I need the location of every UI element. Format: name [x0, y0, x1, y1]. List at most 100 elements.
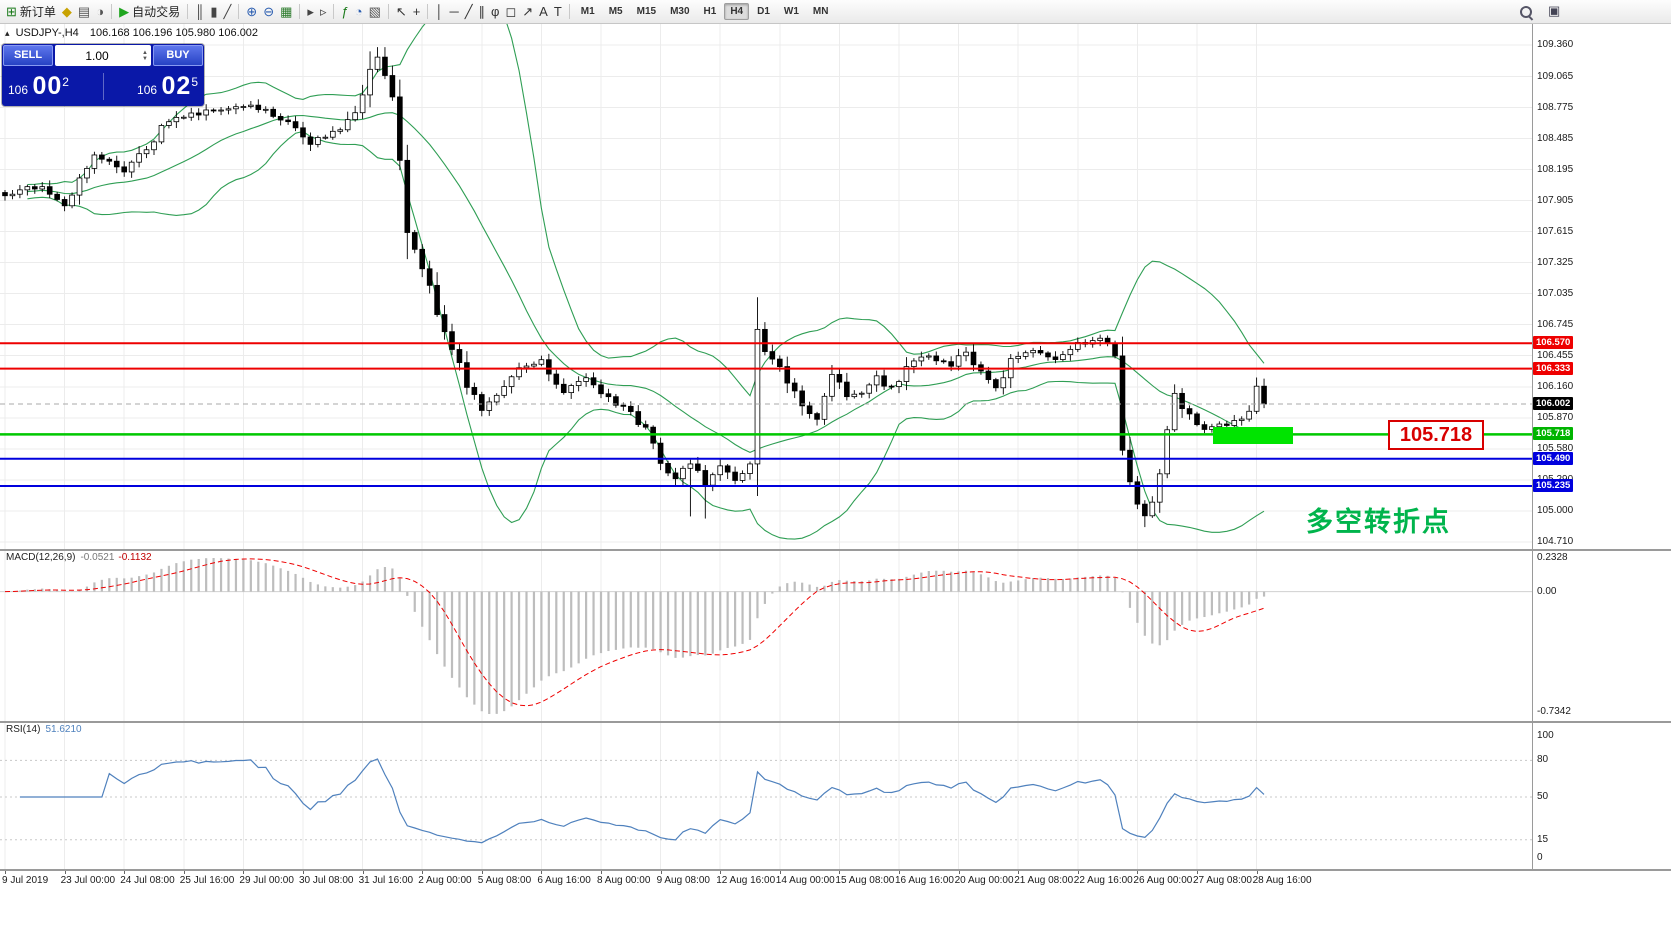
object-lines-layer[interactable]: [0, 342, 1532, 487]
time-axis-label: 21 Aug 08:00: [1014, 875, 1074, 886]
shapes-button[interactable]: ◻: [502, 2, 519, 22]
autotrading-button[interactable]: ▶ 自动交易: [116, 2, 183, 22]
time-axis-tick: [183, 870, 185, 874]
buy-price[interactable]: 106 025: [104, 72, 205, 101]
time-axis-label: 26 Aug 00:00: [1133, 875, 1193, 886]
candlestick-chart-button[interactable]: ▮: [207, 2, 220, 22]
bar-chart-button[interactable]: ║: [192, 2, 207, 22]
periods-icon: ◔: [354, 3, 363, 19]
macd-layer: [0, 558, 1532, 714]
time-axis-label: 2 Aug 00:00: [418, 875, 472, 886]
time-axis-tick: [124, 870, 126, 874]
zoom-in-button[interactable]: ⊕: [243, 2, 260, 22]
spin-down-icon[interactable]: ▼: [142, 55, 148, 62]
macd-signal-value: -0.1132: [118, 552, 152, 563]
arrows-button[interactable]: ↗: [519, 2, 536, 22]
grid-layer: [0, 24, 1532, 869]
sell-button[interactable]: SELL: [3, 45, 53, 66]
price-axis[interactable]: [1532, 24, 1671, 869]
price-tag: 106.002: [1533, 396, 1574, 410]
time-axis-label: 29 Jul 00:00: [239, 875, 294, 886]
chart-shift-button[interactable]: ▹: [317, 2, 330, 22]
highlight-rectangle[interactable]: [1213, 427, 1293, 444]
panel-separator[interactable]: [0, 549, 1671, 551]
time-axis-tick: [720, 870, 722, 874]
time-axis-label: 28 Aug 16:00: [1252, 875, 1312, 886]
time-axis-tick: [243, 870, 245, 874]
search-icon[interactable]: [1518, 4, 1534, 20]
price-layer[interactable]: [2, 0, 1267, 540]
sell-price-sup: 2: [62, 75, 69, 89]
timeframe-h1-button[interactable]: H1: [703, 6, 717, 17]
crosshair-button[interactable]: +: [410, 2, 424, 22]
tile-windows-button[interactable]: ▦: [277, 2, 295, 22]
timeframe-m15-button[interactable]: M15: [636, 6, 657, 17]
time-axis-tick: [64, 870, 66, 874]
autotrading-icon: ▶: [119, 3, 130, 19]
time-axis-tick: [1018, 870, 1020, 874]
indicators-button[interactable]: ƒ: [338, 2, 351, 22]
time-axis-label: 24 Jul 08:00: [120, 875, 175, 886]
templates-button[interactable]: ▧: [366, 2, 384, 22]
price-callout-label[interactable]: 105.718: [1388, 420, 1484, 450]
fibonacci-icon: φ: [491, 3, 500, 19]
volume-value[interactable]: 1.00: [85, 48, 109, 63]
chart-annotation-text[interactable]: 多空转折点: [1306, 507, 1451, 537]
toolbar-separator: [387, 4, 389, 19]
zoom-out-button[interactable]: ⊖: [260, 2, 277, 22]
periods-button[interactable]: ◔: [352, 2, 366, 22]
time-axis-tick: [660, 870, 662, 874]
metaeditor-button[interactable]: ◆: [59, 2, 75, 22]
profile-icon: ▤: [77, 3, 91, 19]
new-order-button[interactable]: ⊞ 新订单: [3, 2, 59, 22]
timeframe-d1-button[interactable]: D1: [757, 6, 770, 17]
sell-price[interactable]: 106 002: [2, 72, 103, 101]
price-axis-label: 108.195: [1537, 163, 1574, 175]
cursor-button[interactable]: ↖: [393, 2, 410, 22]
fibonacci-button[interactable]: φ: [488, 2, 502, 22]
equidistant-channel-button[interactable]: ∥: [476, 2, 489, 22]
auto-scroll-button[interactable]: ▸: [304, 2, 317, 22]
price-axis-label: 106.745: [1537, 318, 1574, 330]
trendline-button[interactable]: ╱: [462, 2, 476, 22]
buy-price-big: 02: [161, 72, 192, 100]
vertical-line-button[interactable]: │: [432, 2, 446, 22]
panel-separator[interactable]: [0, 721, 1671, 723]
timeframe-w1-button[interactable]: W1: [783, 6, 799, 17]
new-order-icon: ⊞: [6, 3, 17, 19]
time-axis-label: 27 Aug 08:00: [1193, 875, 1252, 886]
time-axis-tick: [899, 870, 900, 874]
time-axis-tick: [422, 870, 424, 874]
time-axis-label: 20 Aug 00:00: [954, 875, 1014, 886]
buy-button[interactable]: BUY: [153, 45, 203, 66]
timeframe-m1-button[interactable]: M1: [580, 6, 595, 17]
text-label-button[interactable]: T: [551, 2, 565, 22]
cursor-icon: ↖: [395, 3, 407, 19]
line-chart-button[interactable]: ╱: [220, 2, 234, 22]
volume-stepper[interactable]: 1.00 ▲ ▼: [55, 45, 151, 66]
timeframe-h4-button[interactable]: H4: [724, 3, 750, 20]
timeframe-m30-button[interactable]: M30: [670, 6, 690, 17]
timeframe-mn-button[interactable]: MN: [812, 6, 829, 17]
spin-up-icon[interactable]: ▲: [142, 49, 148, 56]
timeframe-m5-button[interactable]: M5: [608, 6, 623, 17]
price-axis-label: 109.360: [1537, 39, 1574, 50]
time-axis[interactable]: [0, 871, 1671, 893]
horizontal-line-button[interactable]: ─: [446, 2, 461, 22]
price-axis-label: 105.870: [1537, 412, 1574, 424]
text-button[interactable]: A: [536, 2, 551, 22]
market-watch-button[interactable]: ◑: [93, 2, 107, 22]
toolbar-separator: [333, 4, 335, 19]
toolbar-separator: [299, 4, 301, 19]
price-tag: 105.235: [1533, 478, 1574, 492]
symbol-info: ▴ USDJPY-,H4 106.168 106.196 105.980 106…: [5, 27, 258, 39]
price-tag: 105.718: [1533, 427, 1574, 441]
rsi-scale-label: 100: [1537, 730, 1554, 741]
profile-button[interactable]: ▤: [75, 2, 93, 22]
fullscreen-button[interactable]: ▣: [1548, 3, 1561, 18]
bar-chart-icon: ║: [195, 3, 205, 19]
volume-spinner[interactable]: ▲ ▼: [139, 50, 151, 62]
collapse-panel-icon[interactable]: ▴: [5, 28, 10, 38]
rsi-layer: [0, 758, 1532, 844]
